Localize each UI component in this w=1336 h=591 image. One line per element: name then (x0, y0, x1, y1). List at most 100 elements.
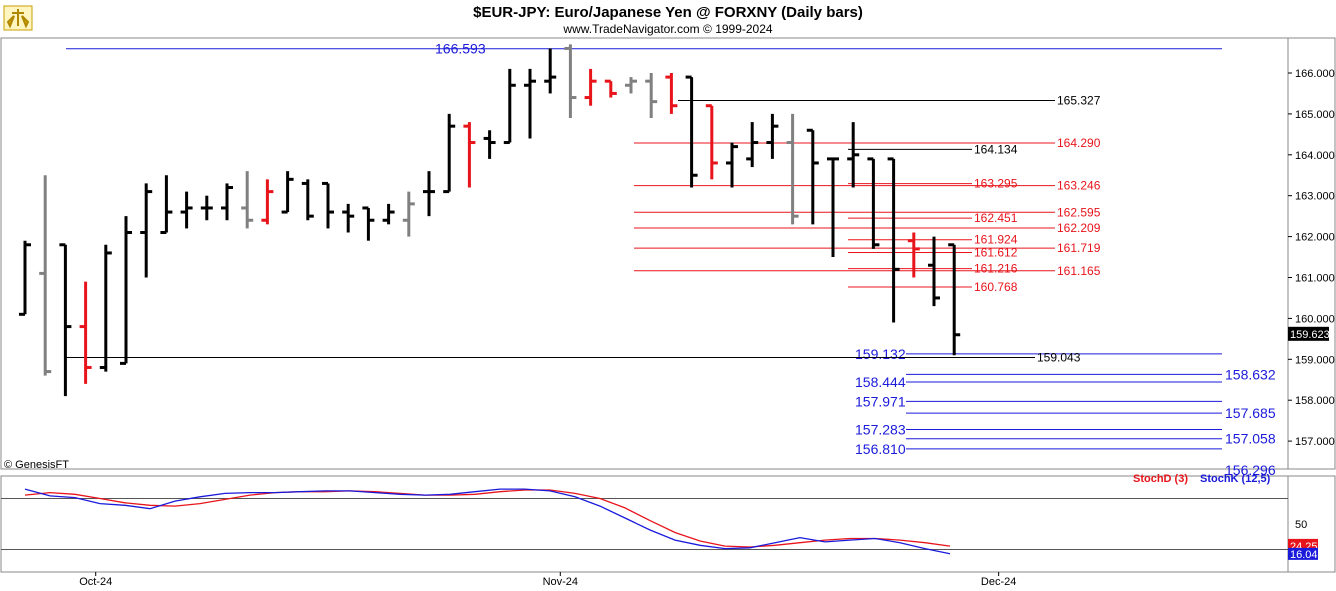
level-label: 157.058 (1225, 431, 1276, 447)
level-label: 166.593 (435, 41, 486, 57)
chart-title: $EUR-JPY: Euro/Japanese Yen @ FORXNY (Da… (473, 4, 863, 21)
price-panel-frame (0, 37, 1289, 470)
last-price-badge (1288, 326, 1329, 341)
ohlc-bar (726, 142, 738, 188)
watermark: © GenesisFT (4, 459, 69, 471)
ohlc-bar (948, 243, 961, 356)
level-label: 156.296 (1225, 462, 1276, 478)
ohlc-bar (362, 206, 375, 241)
price-tick-label: 157.000 (1295, 436, 1335, 448)
stoch-tick-label: 50 (1295, 519, 1307, 531)
ohlc-bar (120, 216, 132, 365)
level-label: 163.295 (974, 177, 1018, 191)
ohlc-bar (867, 157, 880, 249)
level-label: 160.768 (974, 280, 1018, 294)
chart-subtitle: www.TradeNavigator.com © 1999-2024 (562, 22, 772, 36)
ohlc-bar (382, 203, 395, 225)
last-price-label: 159.623 (1290, 329, 1330, 341)
price-tick-label: 161.000 (1295, 273, 1335, 285)
level-label: 165.327 (1057, 94, 1101, 108)
ohlc-bar (39, 175, 52, 376)
level-label: 161.612 (974, 245, 1018, 259)
level-label: 161.165 (1057, 264, 1101, 278)
price-bars (19, 44, 961, 397)
stoch-frame (0, 475, 1289, 573)
level-label: 158.444 (855, 374, 906, 390)
price-panel (0, 37, 1336, 470)
price-tick-label: 163.000 (1295, 191, 1335, 203)
stoch-k-line (24, 488, 951, 555)
ohlc-bar (544, 48, 557, 94)
price-tick-label: 158.000 (1295, 395, 1335, 407)
level-label: 163.246 (1057, 179, 1101, 193)
ohlc-bar (564, 44, 577, 118)
ohlc-bar (19, 240, 31, 316)
ohlc-bar (342, 203, 355, 233)
price-axis-frame (1287, 37, 1336, 470)
ohlc-bar (766, 113, 779, 159)
ohlc-bar (847, 122, 860, 188)
price-tick-label: 165.000 (1295, 109, 1335, 121)
ohlc-bar (241, 171, 254, 229)
ohlc-bar (645, 73, 658, 118)
stoch-k-badge (1288, 547, 1318, 560)
ohlc-bar (79, 281, 92, 384)
ohlc-bar (584, 68, 597, 106)
level-label: 159.132 (855, 346, 906, 362)
price-levels: 166.593 165.327 164.290 164.134 163.295 163.2… (66, 41, 1276, 478)
price-tick-label: 162.000 (1295, 232, 1335, 244)
ohlc-bar (665, 73, 678, 114)
price-tick-label: 160.000 (1295, 313, 1335, 325)
level-label: 162.595 (1057, 205, 1101, 219)
ohlc-bar (705, 104, 718, 180)
ohlc-bar (160, 175, 173, 235)
level-label: 161.216 (974, 262, 1018, 276)
time-tick-label: Nov-24 (543, 576, 578, 588)
logo-icon (3, 5, 33, 31)
level-label: 161.924 (974, 233, 1018, 247)
ohlc-bar (928, 236, 940, 307)
ohlc-bar (322, 181, 334, 229)
ohlc-bar (463, 122, 476, 188)
ohlc-bar (827, 157, 839, 258)
level-label: 158.632 (1225, 366, 1276, 382)
ohlc-bar (59, 243, 72, 397)
ohlc-bar (200, 195, 213, 221)
level-label: 157.283 (855, 422, 906, 438)
ohlc-bar (746, 122, 759, 168)
ohlc-bar (625, 77, 637, 94)
ohlc-bar (140, 183, 153, 278)
level-label: 159.043 (1037, 351, 1081, 365)
level-label: 157.971 (855, 393, 906, 409)
legend-stoch-d: StochD (3) (1133, 473, 1188, 485)
ohlc-bar (483, 130, 496, 159)
ohlc-bar (423, 171, 435, 217)
time-tick-label: Oct-24 (79, 576, 112, 588)
level-label: 156.810 (855, 441, 906, 457)
level-label: 157.685 (1225, 405, 1276, 421)
ohlc-bar (99, 244, 112, 372)
ohlc-bar (443, 113, 456, 194)
legend-stoch-k: StochK (12,5) (1200, 473, 1271, 485)
ohlc-bar (524, 68, 536, 139)
level-label: 164.290 (1057, 136, 1101, 150)
ohlc-bar (180, 191, 193, 229)
ohlc-bar (261, 179, 274, 225)
stoch-d-line (24, 489, 951, 548)
time-axis: Oct-24 Nov-24 Dec-24 (79, 572, 1016, 588)
ohlc-bar (907, 232, 920, 278)
ohlc-bar (402, 191, 415, 237)
level-label: 164.134 (974, 142, 1018, 156)
title-block: $EUR-JPY: Euro/Japanese Yen @ FORXNY (Da… (473, 4, 863, 36)
price-tick-label: 159.000 (1295, 354, 1335, 366)
price-tick-label: 166.000 (1295, 68, 1335, 80)
level-label: 161.719 (1057, 241, 1101, 255)
level-label: 162.209 (1057, 221, 1101, 235)
ohlc-bar (281, 171, 294, 214)
ohlc-bar (503, 68, 516, 145)
ohlc-bar (604, 79, 617, 98)
time-tick-label: Dec-24 (981, 576, 1016, 588)
ohlc-bar (887, 157, 900, 323)
